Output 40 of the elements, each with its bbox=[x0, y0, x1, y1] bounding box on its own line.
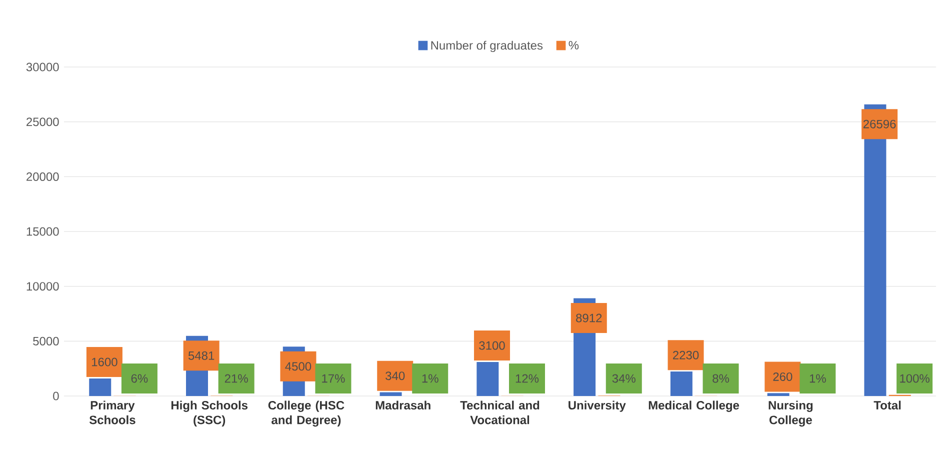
x-tick-label: Nursing College bbox=[768, 400, 813, 427]
x-tick-label: Madrasah bbox=[376, 400, 430, 410]
x-tick-label: College (HSC and Degree) bbox=[268, 400, 344, 427]
y-tick-label: 20000 bbox=[26, 172, 59, 181]
bar bbox=[380, 392, 402, 396]
data-label: 4500 bbox=[285, 362, 312, 371]
y-tick-label: 30000 bbox=[26, 62, 59, 72]
x-tick-label: University bbox=[568, 400, 626, 412]
data-label: 2230 bbox=[673, 350, 699, 360]
legend-label: % bbox=[568, 41, 579, 50]
data-label: 6% bbox=[131, 374, 148, 383]
data-label: 17% bbox=[322, 374, 345, 383]
data-label: 5481 bbox=[188, 351, 214, 360]
data-label: 3100 bbox=[479, 341, 505, 350]
bar bbox=[89, 378, 112, 396]
data-label: 21% bbox=[224, 374, 248, 383]
bar bbox=[767, 393, 790, 396]
x-tick-label: Medical College bbox=[648, 400, 740, 412]
x-tick-label: Total bbox=[874, 400, 901, 410]
y-tick-label: 0 bbox=[53, 392, 59, 400]
data-label: 1% bbox=[422, 374, 438, 383]
data-label: 1% bbox=[810, 374, 826, 383]
x-tick-label: Technical and Vocational bbox=[460, 400, 540, 424]
legend-label: Number of graduates bbox=[431, 40, 543, 52]
data-label: 100% bbox=[900, 374, 930, 383]
data-label: 8912 bbox=[576, 314, 602, 322]
y-tick-label: 15000 bbox=[26, 227, 59, 236]
data-label: 26596 bbox=[863, 120, 896, 128]
data-label: 12% bbox=[516, 374, 539, 383]
y-tick-label: 5000 bbox=[33, 336, 59, 346]
x-tick-label: High Schools (SSC) bbox=[171, 400, 248, 427]
y-tick-label: 10000 bbox=[26, 282, 59, 291]
data-label: 34% bbox=[612, 374, 636, 383]
data-label: 8% bbox=[712, 374, 730, 383]
bar bbox=[476, 362, 499, 396]
data-label: 260 bbox=[773, 372, 792, 381]
x-tick-label: Primary Schools bbox=[89, 400, 136, 424]
data-label: 1600 bbox=[92, 358, 118, 366]
data-label: 340 bbox=[386, 372, 405, 380]
y-tick-label: 25000 bbox=[26, 118, 59, 126]
